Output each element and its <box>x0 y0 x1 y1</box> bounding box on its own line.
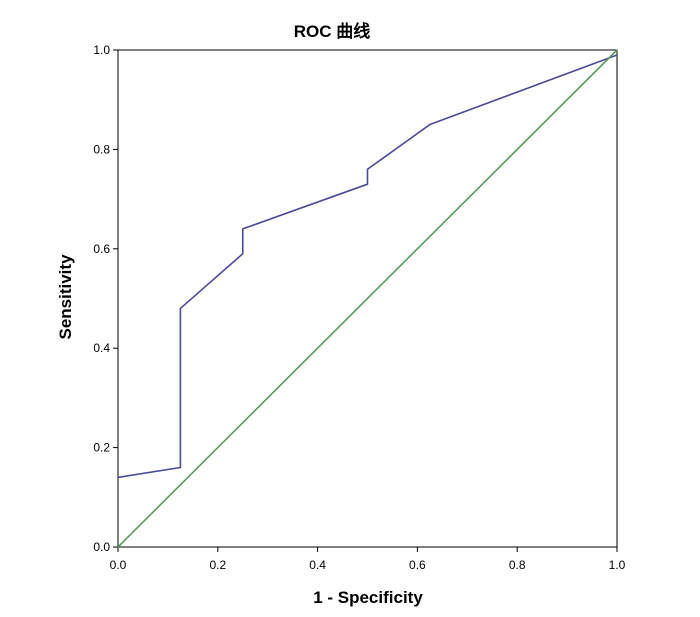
x-tick-label: 0.2 <box>209 558 226 572</box>
y-tick-label: 1.0 <box>93 43 110 57</box>
x-tick-label: 0.4 <box>309 558 326 572</box>
x-tick-label: 0.6 <box>409 558 426 572</box>
x-tick-label: 0.0 <box>110 558 127 572</box>
series-layer <box>117 49 618 548</box>
y-axis: 0.0 0.2 0.4 0.6 0.8 1.0 <box>93 43 118 554</box>
x-axis-label: 1 - Specificity <box>313 588 423 607</box>
plot-frame <box>117 49 618 548</box>
x-tick-label: 0.8 <box>509 558 526 572</box>
chart-title: ROC 曲线 <box>294 21 371 41</box>
y-tick-label: 0.4 <box>93 341 110 355</box>
y-tick-label: 0.2 <box>93 441 110 455</box>
y-tick-label: 0.0 <box>93 540 110 554</box>
y-axis-label: Sensitivity <box>56 254 75 340</box>
reference-diagonal-line <box>117 49 618 548</box>
y-tick-label: 0.8 <box>93 142 110 156</box>
roc-curve-line <box>117 54 618 479</box>
y-tick-label: 0.6 <box>93 242 110 256</box>
x-axis: 0.0 0.2 0.4 0.6 0.8 1.0 <box>110 547 626 572</box>
x-tick-label: 1.0 <box>609 558 626 572</box>
